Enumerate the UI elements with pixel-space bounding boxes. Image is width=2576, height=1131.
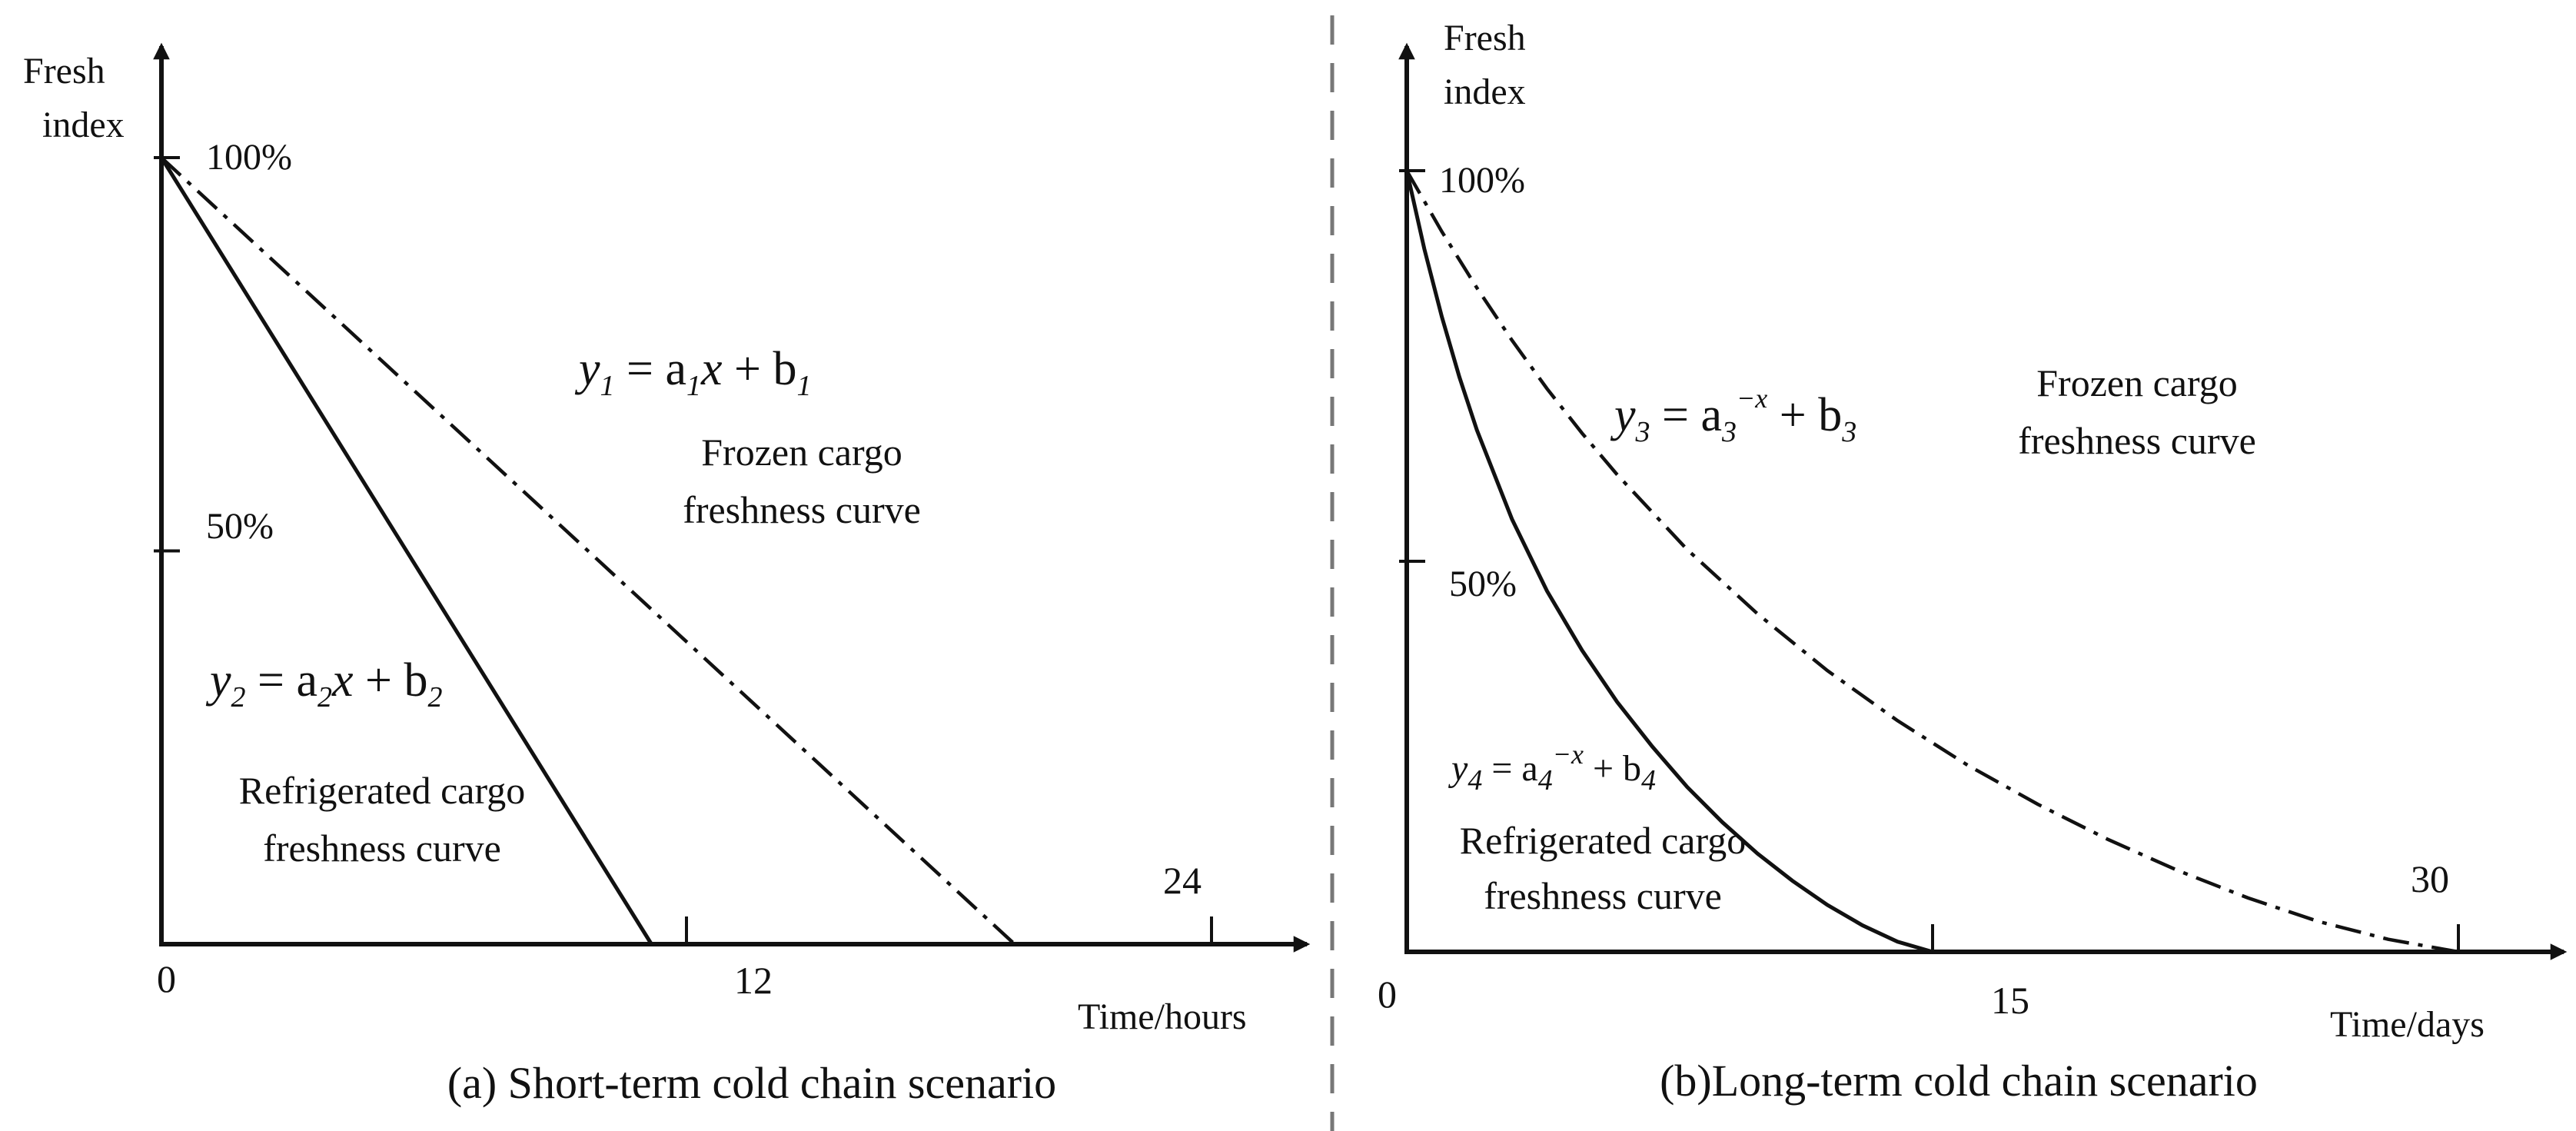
panel-b-y-tick-label-50: 50% [1449,564,1517,604]
panel-b-y-label-line-2: index [1444,72,1526,112]
panel-b-x-ticks [1931,924,2460,952]
panel-b-formula-refrigerated: y4 = a4−x + b4 [1448,739,1656,797]
panel-a-y-label-line-1: Fresh [23,51,105,91]
panel-a-y-ticks [154,156,180,553]
panel-a-x-tick-label-0: 0 [157,957,176,1000]
panel-a-x-tick-label-12: 12 [734,959,773,1002]
panel-a-caption: (a) Short-term cold chain scenario [447,1058,1056,1108]
panel-a-frozen-curve [160,156,1016,946]
panel-b-frozen-curve [1405,169,2459,954]
panel-b-x-tick-label-0: 0 [1378,973,1397,1016]
panel-a-x-ticks [685,916,1213,944]
panel-b-x-tick-label-15: 15 [1991,979,2029,1022]
panel-a-refrigerated-label-line-1: Refrigerated cargo [239,769,526,812]
panel-b-y-ticks [1399,169,1425,563]
panel-b-refrigerated-label-line-1: Refrigerated cargo [1460,819,1747,862]
panel-b-caption: (b)Long-term cold chain scenario [1660,1056,2258,1106]
panel-b-long-term: Fresh index 100% 50% 0 15 30 Time/days y… [1378,18,2568,1106]
panel-a-formula-frozen: y1 = a1x + b1 [574,343,812,402]
panel-a-frozen-label-line-2: freshness curve [683,488,921,531]
panel-a-y-label-line-2: index [42,105,125,145]
panel-b-frozen-label-line-2: freshness curve [2018,419,2256,462]
panel-a-frozen-label-line-1: Frozen cargo [701,431,902,474]
panel-b-y-tick-label-100: 100% [1439,160,1525,201]
panel-b-refrigerated-curve [1404,170,1933,954]
panel-a-y-tick-label-100: 100% [206,137,292,178]
panel-b-x-tick-label-30: 30 [2411,857,2449,900]
panel-a-x-tick-label-24: 24 [1163,859,1202,902]
panel-b-x-label: Time/days [2330,1004,2485,1045]
panel-b-frozen-label-line-1: Frozen cargo [2036,361,2237,404]
panel-b-y-label-line-1: Fresh [1444,18,1526,58]
panel-a-formula-refrigerated: y2 = a2x + b2 [205,654,443,714]
panel-b-formula-frozen: y3 = a3−x + b3 [1610,383,1856,448]
panel-a-short-term: Fresh index 100% 50% 0 12 24 Time/hours … [23,42,1311,1108]
panel-a-y-tick-label-50: 50% [206,506,274,547]
panel-a-refrigerated-label-line-2: freshness curve [263,827,501,870]
panel-b-refrigerated-label-line-2: freshness curve [1484,874,1722,917]
panel-a-refrigerated-curve [159,156,653,946]
panel-a-x-label: Time/hours [1078,996,1247,1037]
